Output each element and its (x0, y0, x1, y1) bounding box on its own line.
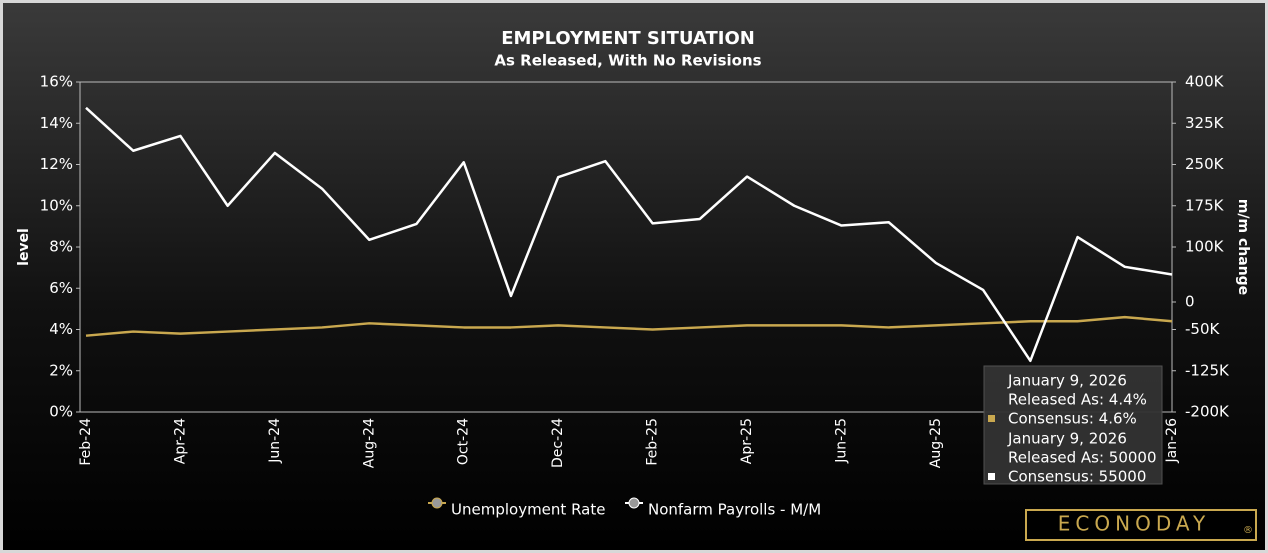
y-tick-label: 6% (49, 279, 73, 297)
y2-tick-label: 100K (1185, 238, 1225, 256)
y2-tick-label: 250K (1185, 155, 1225, 173)
x-tick-label: Apr-24 (172, 418, 188, 464)
tooltip-marker (988, 473, 995, 480)
x-tick-label: Jun-25 (833, 418, 849, 464)
legend-label: Nonfarm Payrolls - M/M (648, 501, 821, 519)
x-tick-label: Jun-24 (267, 418, 283, 464)
y-tick-label: 2% (49, 361, 73, 379)
y2-tick-label: 0 (1185, 293, 1195, 311)
legend-marker (628, 497, 640, 509)
tooltip-marker (988, 415, 995, 422)
y-tick-label: 8% (49, 238, 73, 256)
legend-label: Unemployment Rate (451, 501, 605, 519)
legend-marker (431, 497, 443, 509)
logo: ECONODAY (1058, 512, 1210, 536)
y-tick-label: 12% (40, 155, 73, 173)
tooltip-released: Released As: 4.4% (1008, 391, 1147, 409)
y-tick-label: 4% (49, 320, 73, 338)
y-tick-label: 10% (40, 196, 73, 214)
y2-tick-label: 175K (1185, 196, 1225, 214)
y-tick-label: 16% (40, 73, 73, 91)
tooltip-date: January 9, 2026 (1007, 430, 1127, 448)
x-tick-label: Oct-24 (456, 418, 472, 465)
logo-box (1025, 509, 1257, 541)
y-axis-title: level (16, 228, 32, 266)
x-tick-label: Apr-25 (739, 418, 755, 464)
y-tick-label: 14% (40, 114, 73, 132)
series-line (85, 315, 1173, 337)
y2-tick-label: 325K (1185, 114, 1225, 132)
x-tick-label: Jan-26 (1164, 418, 1180, 464)
tooltip-date: January 9, 2026 (1007, 372, 1127, 390)
y-tick-label: 0% (49, 403, 73, 421)
series-line (85, 106, 1173, 363)
chart-title: EMPLOYMENT SITUATION (501, 28, 755, 49)
chart-subtitle: As Released, With No Revisions (494, 52, 761, 70)
x-tick-label: Aug-24 (361, 418, 377, 468)
tooltip-consensus: Consensus: 4.6% (1008, 410, 1137, 428)
y2-tick-label: -50K (1185, 320, 1220, 338)
tooltip-released: Released As: 50000 (1008, 449, 1157, 467)
y2-tick-label: 400K (1185, 73, 1225, 91)
y2-tick-label: -200K (1185, 403, 1230, 421)
tooltip-box (983, 365, 1163, 485)
y2-tick-label: -125K (1185, 361, 1230, 379)
y2-axis-title: m/m change (1235, 199, 1251, 295)
x-tick-label: Dec-24 (550, 418, 566, 468)
logo-mark: ® (1243, 525, 1253, 536)
tooltip-consensus: Consensus: 55000 (1008, 468, 1146, 486)
x-tick-label: Feb-24 (78, 418, 94, 466)
x-tick-label: Feb-25 (645, 418, 661, 466)
x-tick-label: Aug-25 (928, 418, 944, 468)
